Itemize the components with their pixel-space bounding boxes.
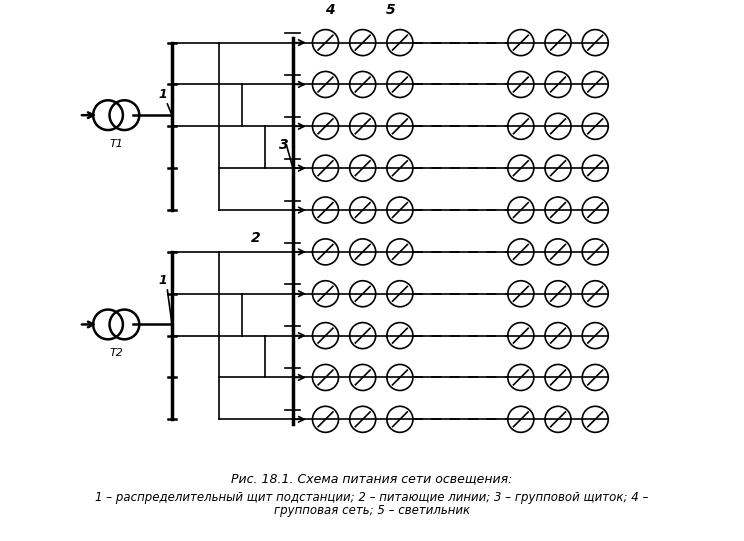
Text: 1: 1: [158, 88, 167, 101]
Text: T1: T1: [109, 139, 124, 149]
Text: 4: 4: [325, 3, 335, 17]
Text: 5: 5: [386, 3, 395, 17]
Text: 2: 2: [251, 231, 260, 245]
Text: Рис. 18.1. Схема питания сети освещения:: Рис. 18.1. Схема питания сети освещения:: [231, 472, 513, 485]
Text: групповая сеть; 5 – светильник: групповая сеть; 5 – светильник: [274, 504, 470, 517]
Text: T2: T2: [109, 348, 124, 358]
Text: 1 – распределительный щит подстанции; 2 – питающие линии; 3 – групповой щиток; 4: 1 – распределительный щит подстанции; 2 …: [95, 491, 649, 504]
Text: 1: 1: [158, 274, 167, 287]
Text: 3: 3: [279, 138, 289, 152]
